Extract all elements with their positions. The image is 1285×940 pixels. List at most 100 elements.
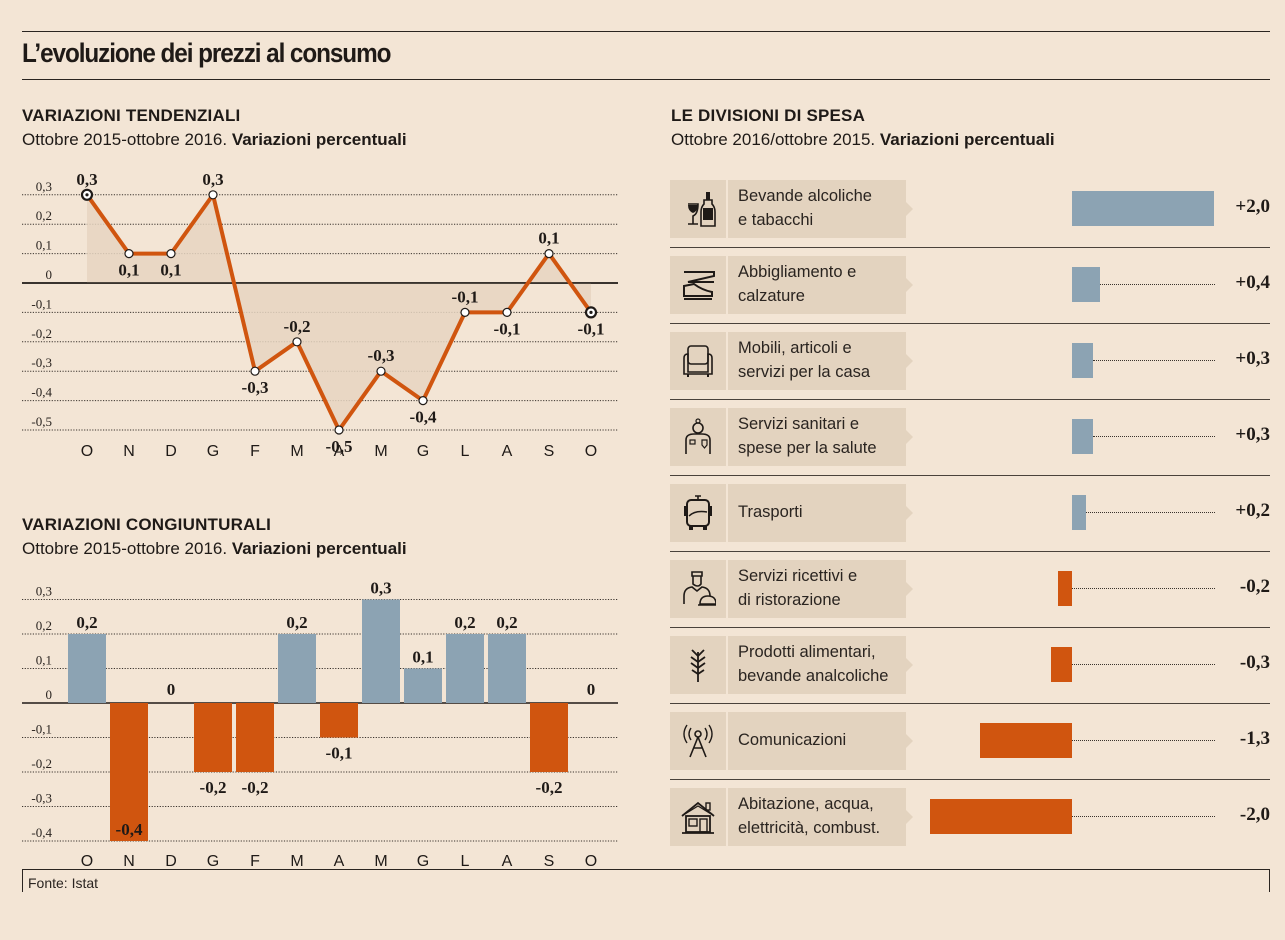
division-label: Bevande alcoliche e tabacchi bbox=[728, 180, 913, 238]
division-value: +0,3 bbox=[1235, 348, 1270, 369]
division-value: -0,3 bbox=[1239, 652, 1270, 673]
division-row: Abbigliamento e calzature +0,4 bbox=[670, 256, 1270, 314]
leader-dots bbox=[1100, 284, 1215, 285]
y-tick-label: -0,5 bbox=[31, 414, 52, 429]
row-divider bbox=[670, 323, 1270, 324]
division-label: Abitazione, acqua, elettricità, combust. bbox=[728, 788, 913, 846]
division-value: -1,3 bbox=[1239, 728, 1270, 749]
x-tick-label: G bbox=[207, 443, 219, 460]
data-label: 0,1 bbox=[538, 229, 559, 248]
division-label: Mobili, articoli e servizi per la casa bbox=[728, 332, 913, 390]
data-point bbox=[502, 307, 512, 317]
bar-positive bbox=[1072, 191, 1214, 226]
y-tick-label: -0,2 bbox=[31, 756, 52, 771]
y-tick-label: 0,3 bbox=[36, 179, 52, 194]
bar-positive bbox=[404, 668, 442, 703]
line-chart: 0,3 0,2 0,1 0 -0,1 -0,2 -0,3 -0,4 -0,5 0,3 O 0,1 N 0,… bbox=[22, 170, 618, 460]
division-row: Comunicazioni -1,3 bbox=[670, 712, 1270, 770]
division-label-line: Servizi sanitari e bbox=[738, 415, 860, 434]
x-tick-label: A bbox=[334, 853, 345, 870]
bar-negative bbox=[110, 703, 148, 841]
division-label-line: e tabacchi bbox=[738, 211, 814, 229]
x-tick-label: S bbox=[544, 853, 555, 870]
data-label: 0,1 bbox=[118, 261, 139, 280]
y-tick-label: 0 bbox=[46, 687, 53, 702]
division-label: Servizi sanitari e spese per la salute bbox=[728, 408, 913, 466]
x-tick-label: G bbox=[417, 853, 429, 870]
x-tick-label: D bbox=[165, 853, 177, 870]
leader-dots bbox=[1072, 664, 1215, 665]
data-point-center bbox=[85, 193, 89, 197]
division-row: Servizi sanitari e spese per la salute +0,… bbox=[670, 408, 1270, 466]
x-tick-label: M bbox=[290, 853, 303, 870]
leader-dots bbox=[1086, 512, 1215, 513]
tendenziali-heading: VARIAZIONI TENDENZIALI bbox=[22, 106, 241, 125]
top-rule bbox=[22, 31, 1270, 32]
doctor-icon bbox=[670, 408, 726, 466]
congiunturali-subtitle: Ottobre 2015-ottobre 2016. Variazioni pe… bbox=[22, 539, 407, 559]
division-label: Trasporti bbox=[728, 484, 913, 542]
area-fill bbox=[87, 194, 591, 430]
waiter-icon bbox=[670, 560, 726, 618]
bar-negative bbox=[979, 723, 1072, 758]
x-tick-label: F bbox=[250, 853, 260, 870]
division-value: +0,2 bbox=[1235, 500, 1270, 521]
data-point bbox=[124, 248, 134, 259]
tendenziali-subtitle: Ottobre 2015-ottobre 2016. Variazioni pe… bbox=[22, 130, 407, 150]
divisioni-subtitle: Ottobre 2016/ottobre 2015. Variazioni pe… bbox=[671, 130, 1055, 150]
subtitle-bold: Variazioni percentuali bbox=[231, 130, 407, 149]
data-label: -0,3 bbox=[368, 346, 395, 365]
data-label: 0,3 bbox=[370, 579, 391, 598]
data-label: -0,3 bbox=[242, 378, 269, 397]
page-title: L’evoluzione dei prezzi al consumo bbox=[22, 38, 391, 68]
subtitle-bold: Variazioni percentuali bbox=[231, 539, 407, 558]
leader-dots bbox=[1072, 816, 1215, 817]
leader-dots bbox=[1093, 436, 1215, 437]
data-label: -0,1 bbox=[578, 319, 605, 338]
division-row: Mobili, articoli e servizi per la casa +0,… bbox=[670, 332, 1270, 390]
x-tick-label: A bbox=[334, 443, 345, 460]
bar-negative bbox=[1050, 647, 1072, 682]
division-label: Servizi ricettivi e di ristorazione bbox=[728, 560, 913, 618]
data-label: -0,2 bbox=[284, 317, 311, 336]
data-label: 0,2 bbox=[286, 613, 307, 632]
data-point bbox=[418, 396, 428, 406]
y-tick-label: 0,2 bbox=[36, 618, 52, 633]
data-label: 0,1 bbox=[160, 261, 181, 280]
bar-negative bbox=[930, 799, 1072, 834]
data-label: -0,1 bbox=[494, 319, 521, 338]
data-point bbox=[292, 337, 302, 347]
bar-negative bbox=[1057, 571, 1072, 606]
bar-positive bbox=[1072, 343, 1094, 378]
row-divider bbox=[670, 551, 1270, 552]
data-label: -0,2 bbox=[242, 778, 269, 797]
row-divider bbox=[670, 247, 1270, 248]
data-point bbox=[376, 366, 386, 376]
footer: Fonte: Istat bbox=[22, 869, 1270, 892]
division-label-line: Servizi ricettivi e bbox=[738, 567, 858, 586]
row-divider bbox=[670, 779, 1270, 780]
subtitle-bold: Variazioni percentuali bbox=[879, 130, 1055, 149]
division-label-line: Trasporti bbox=[738, 503, 803, 522]
row-divider bbox=[670, 399, 1270, 400]
x-tick-label: D bbox=[165, 443, 177, 460]
bar-positive bbox=[362, 599, 400, 703]
data-label: -0,2 bbox=[200, 778, 227, 797]
bus-icon bbox=[670, 484, 726, 542]
x-tick-label: S bbox=[544, 443, 555, 460]
data-point bbox=[208, 190, 218, 200]
bar-positive bbox=[1072, 419, 1094, 454]
subtitle-plain: Ottobre 2016/ottobre 2015. bbox=[671, 130, 880, 149]
leader-dots bbox=[1072, 588, 1215, 589]
x-tick-label: O bbox=[81, 853, 93, 870]
row-divider bbox=[670, 475, 1270, 476]
data-point-center bbox=[589, 310, 593, 314]
division-label: Comunicazioni bbox=[728, 712, 913, 770]
division-label-line: Abitazione, acqua, bbox=[738, 795, 874, 814]
x-tick-label: L bbox=[461, 853, 470, 870]
data-point bbox=[250, 366, 260, 376]
division-label-line: di ristorazione bbox=[738, 591, 841, 609]
congiunturali-heading: VARIAZIONI CONGIUNTURALI bbox=[22, 515, 272, 534]
leader-dots bbox=[1072, 740, 1215, 741]
division-label-line: Bevande alcoliche bbox=[738, 187, 872, 206]
